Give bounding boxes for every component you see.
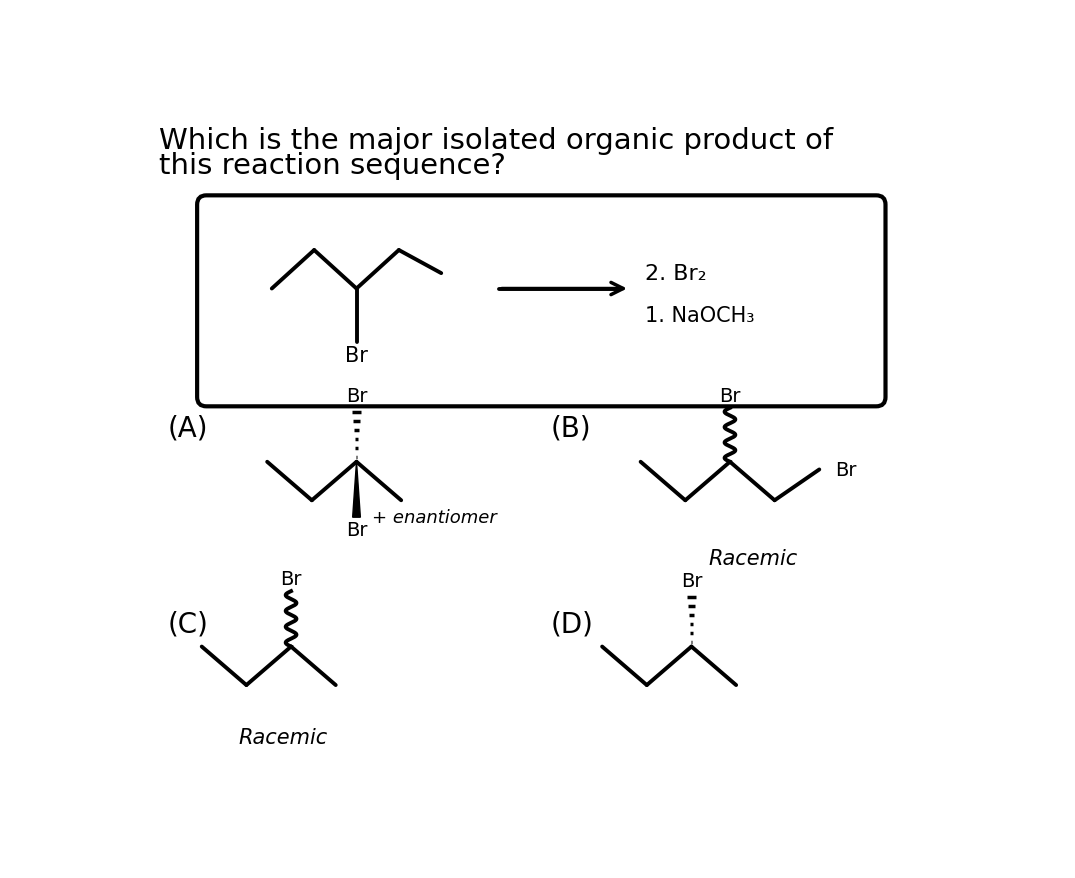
Text: Br: Br	[346, 521, 368, 539]
Text: Racemic: Racemic	[708, 549, 798, 568]
Text: (B): (B)	[550, 414, 591, 442]
Text: this reaction sequence?: this reaction sequence?	[159, 152, 505, 179]
Polygon shape	[353, 462, 360, 518]
Text: Br: Br	[680, 572, 702, 590]
FancyBboxPatch shape	[197, 196, 886, 407]
Text: (A): (A)	[168, 414, 209, 442]
Text: Racemic: Racemic	[239, 727, 328, 747]
Text: + enantiomer: + enantiomer	[372, 508, 497, 527]
Text: Which is the major isolated organic product of: Which is the major isolated organic prod…	[159, 127, 833, 155]
Text: Br: Br	[345, 345, 368, 365]
Text: (C): (C)	[168, 609, 209, 637]
Text: Br: Br	[281, 570, 302, 588]
Text: Br: Br	[834, 460, 856, 479]
Text: 1. NaOCH₃: 1. NaOCH₃	[645, 306, 755, 326]
Text: Br: Br	[346, 386, 368, 406]
Text: Br: Br	[719, 386, 741, 406]
Text: 2. Br₂: 2. Br₂	[645, 263, 707, 284]
Text: (D): (D)	[550, 609, 593, 637]
